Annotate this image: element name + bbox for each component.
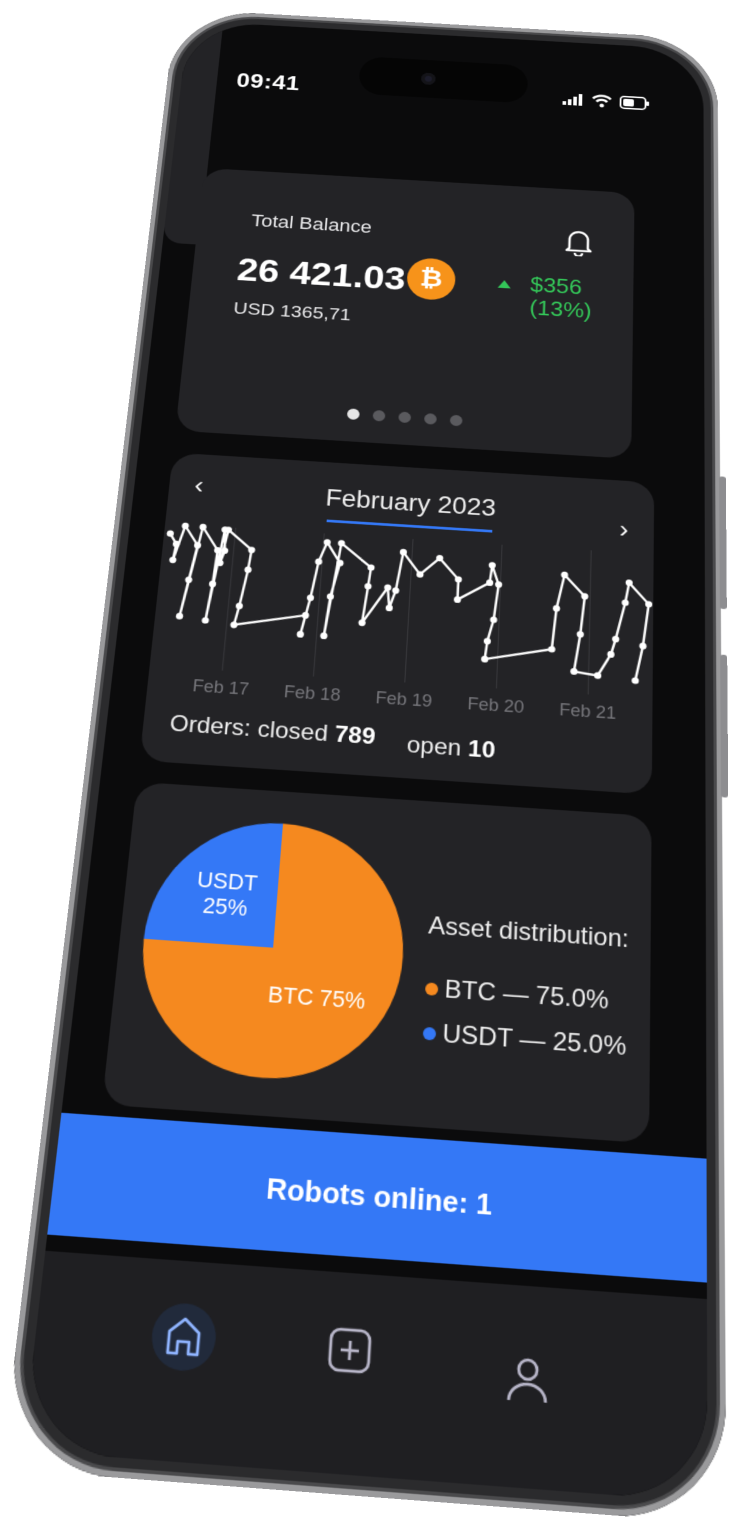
plus-square-icon <box>324 1324 377 1381</box>
status-icons <box>562 92 650 110</box>
bell-icon[interactable] <box>564 227 594 261</box>
data-point <box>488 561 496 569</box>
data-point <box>607 651 615 658</box>
balance-change: $356 (13%) <box>529 273 592 323</box>
dynamic-island <box>358 56 529 104</box>
usdt-legend-dot <box>422 1026 437 1041</box>
orders-open: open 10 <box>406 732 496 765</box>
data-point <box>358 619 366 627</box>
data-point <box>391 587 400 595</box>
pie-label-usdt-percent: 25% <box>202 895 249 922</box>
home-icon <box>148 1301 219 1374</box>
tab-bar <box>22 1250 708 1503</box>
orders-closed: Orders: closed 789 <box>168 711 376 751</box>
data-point <box>306 594 315 602</box>
data-point <box>320 632 328 640</box>
data-point <box>201 616 210 624</box>
data-point <box>621 599 629 607</box>
pie-label-usdt: USDT <box>196 869 259 897</box>
grid-line <box>496 545 502 689</box>
signal-icon <box>562 93 583 106</box>
status-time: 09:41 <box>235 69 301 95</box>
data-point <box>168 556 177 564</box>
data-point <box>639 642 647 650</box>
data-point <box>483 637 492 645</box>
data-point <box>570 667 578 676</box>
legend-item-usdt: USDT — 25.0% <box>422 1018 627 1062</box>
page-dot[interactable] <box>346 408 360 420</box>
data-point <box>244 566 252 574</box>
volume-button <box>719 476 727 610</box>
page-dot[interactable] <box>397 411 411 424</box>
asset-distribution-title: Asset distribution: <box>427 911 630 954</box>
asset-distribution-card: BTC 75% USDT 25% Asset distribution: BTC —… <box>101 781 652 1144</box>
orders-open-label: open <box>406 731 462 762</box>
orders-closed-value: 789 <box>333 721 377 750</box>
tab-add[interactable] <box>324 1324 378 1387</box>
page-dot[interactable] <box>371 409 386 422</box>
data-point <box>230 621 238 629</box>
legend-usdt-label: USDT — 25.0% <box>441 1019 627 1062</box>
data-point <box>594 672 602 680</box>
data-point <box>645 600 653 608</box>
x-tick-label: Feb 18 <box>283 683 341 706</box>
data-point <box>548 646 556 653</box>
balance-amount: 26 421.03 <box>235 250 407 298</box>
battery-icon <box>620 96 650 111</box>
orders-line <box>158 525 649 682</box>
page-dot[interactable] <box>449 414 463 427</box>
balance-card[interactable]: Total Balance 26 421.03 ₿ USD 1365,71 $3… <box>175 167 635 459</box>
usd-balance: USD 1365,71 <box>232 298 352 325</box>
pie-slice-btc <box>130 815 410 1088</box>
data-point <box>364 582 372 590</box>
data-point <box>326 593 335 600</box>
data-point <box>480 655 489 663</box>
tab-home[interactable] <box>146 1299 221 1382</box>
orders-open-value: 10 <box>467 735 496 764</box>
data-point <box>494 581 503 588</box>
x-tick-label: Feb 20 <box>467 695 524 718</box>
screen: 09:41 Total Balance 26 421.03 ₿ USD 1365… <box>22 20 708 1503</box>
data-point <box>301 611 310 619</box>
data-point <box>208 580 217 588</box>
data-point <box>296 630 305 638</box>
orders-closed-label: Orders: closed <box>168 710 329 747</box>
data-point <box>576 630 584 638</box>
data-point <box>385 604 393 612</box>
user-icon <box>501 1351 553 1408</box>
data-point <box>612 635 620 643</box>
legend-btc-label: BTC — 75.0% <box>443 975 609 1016</box>
up-triangle-icon <box>497 279 511 289</box>
btc-legend-dot <box>424 982 439 996</box>
pie-legend: BTC — 75.0% USDT — 25.0% <box>421 974 627 1078</box>
data-point <box>184 576 193 584</box>
power-button <box>720 654 729 798</box>
data-point <box>235 602 244 610</box>
bitcoin-icon: ₿ <box>405 257 457 302</box>
data-point <box>631 677 639 685</box>
data-point <box>489 616 498 624</box>
x-tick-label: Feb 19 <box>375 689 433 712</box>
wifi-icon <box>591 94 613 108</box>
data-point <box>175 612 184 620</box>
legend-item-btc: BTC — 75.0% <box>424 974 628 1018</box>
total-balance-label: Total Balance <box>250 210 373 237</box>
page-dot[interactable] <box>423 413 437 425</box>
data-point <box>552 604 561 612</box>
page-dots[interactable] <box>178 398 632 437</box>
orders-line-chart: Feb 17 Feb 18 Feb 19 Feb 20 Feb 21 <box>146 522 653 724</box>
orders-chart-card: ‹ › February 2023 Feb 17 Feb 18 Feb 19 Feb … <box>139 452 655 795</box>
phone-frame: 09:41 Total Balance 26 421.03 ₿ USD 1365… <box>1 8 729 1524</box>
x-tick-label: Feb 17 <box>192 677 250 699</box>
tab-profile[interactable] <box>501 1351 553 1414</box>
data-point <box>314 558 323 566</box>
x-tick-label: Feb 21 <box>559 701 616 724</box>
